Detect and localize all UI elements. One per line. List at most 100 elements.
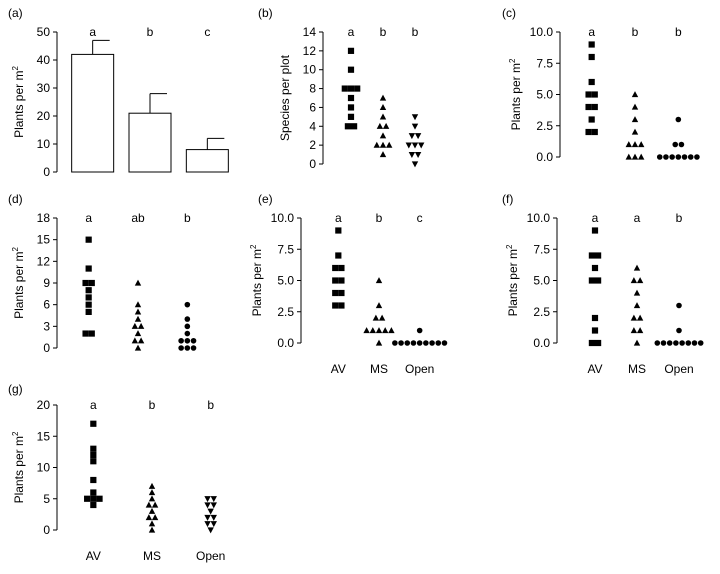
data-point [85, 236, 92, 243]
data-point [441, 340, 448, 346]
data-point [585, 128, 592, 136]
data-point [335, 252, 342, 259]
y-tick-label: 6 [309, 100, 316, 114]
x-category-label: Open [405, 362, 434, 376]
data-point [638, 141, 645, 148]
data-point [204, 496, 211, 503]
y-axis-label: Plants per m2 [11, 247, 26, 319]
significance-letter: b [380, 25, 387, 39]
y-tick-label: 10.0 [530, 25, 554, 39]
data-point [588, 277, 595, 284]
data-point [588, 41, 595, 48]
data-point [382, 122, 390, 129]
data-point [379, 141, 387, 148]
data-point [631, 103, 639, 110]
panel-label: (a) [8, 6, 23, 20]
significance-letter: b [632, 25, 639, 39]
data-point [134, 315, 142, 322]
data-point [411, 123, 419, 130]
bar [128, 112, 172, 173]
data-point [90, 501, 97, 509]
significance-letter: a [634, 211, 641, 225]
data-point [90, 489, 97, 496]
data-point [131, 322, 139, 329]
data-point [631, 91, 639, 98]
data-point [85, 265, 92, 272]
data-point [207, 527, 214, 534]
data-point [137, 322, 145, 329]
significance-letter: b [376, 211, 383, 225]
data-point [347, 47, 355, 54]
significance-letter: b [184, 211, 191, 225]
data-point [351, 123, 358, 130]
data-point [679, 340, 685, 346]
data-point [411, 142, 419, 149]
data-point [354, 85, 361, 92]
panel-e: (e) 0.0 2.5 5.0 7.5 10.0 Plants per m2 a b c AV MS O… [249, 192, 448, 376]
y-tick-label: 15 [37, 233, 51, 247]
data-point [435, 340, 442, 346]
y-axis-label: Plants per m2 [249, 244, 264, 316]
data-point [591, 103, 598, 111]
y-tick-label: 7.5 [533, 242, 550, 256]
y-tick-label: 0 [43, 523, 50, 537]
panel-label: (f) [502, 192, 513, 206]
data-point [184, 323, 191, 330]
data-point [685, 340, 692, 346]
panel-g: (g) 0 5 10 15 20 Plants per m2 a b b AV MS Open [8, 382, 225, 563]
data-point [210, 496, 217, 503]
data-point [656, 154, 663, 160]
data-point [137, 337, 145, 344]
y-tick-label: 5.0 [533, 274, 550, 288]
significance-letter: a [588, 25, 595, 39]
data-point [588, 78, 595, 86]
y-axis-label: Plants per m2 [505, 244, 520, 316]
y-tick-label: 12 [303, 44, 317, 58]
data-point [347, 66, 355, 73]
data-point [90, 451, 97, 459]
data-point [633, 289, 641, 296]
y-axis-label: Plants per m2 [11, 431, 26, 503]
y-tick-label: 0.0 [277, 336, 294, 350]
y-tick-label: 2.5 [533, 305, 550, 319]
x-category-label: MS [143, 549, 161, 563]
panel-label: (b) [258, 6, 273, 20]
data-point [588, 53, 595, 61]
data-point [411, 161, 419, 168]
significance-letter: c [204, 25, 210, 39]
data-point [376, 122, 384, 129]
y-tick-label: 20 [37, 109, 51, 123]
y-tick-label: 5.0 [277, 274, 294, 288]
data-point [204, 514, 211, 521]
significance-letter: b [207, 398, 214, 412]
significance-letter: ab [131, 211, 145, 225]
panel-c: (c) 0.0 2.5 5.0 7.5 10.0 Plants per m2 a b b [502, 6, 700, 164]
data-point [145, 514, 153, 521]
data-point [405, 142, 412, 149]
data-point [338, 277, 345, 284]
y-tick-label: 9 [43, 276, 50, 290]
data-point [148, 489, 156, 496]
data-point [332, 302, 339, 309]
data-point [408, 151, 416, 158]
data-point [332, 264, 339, 272]
y-axis-label: Species per plot [278, 54, 292, 141]
data-point [588, 252, 595, 259]
data-point [673, 340, 679, 346]
data-point [131, 337, 139, 344]
y-tick-label: 6 [43, 298, 50, 312]
data-point [347, 94, 355, 102]
data-point [591, 128, 598, 136]
data-point [210, 514, 217, 521]
data-point [90, 420, 97, 427]
data-point [654, 340, 661, 346]
data-point [134, 330, 142, 337]
data-point [82, 279, 89, 287]
data-point [207, 508, 214, 515]
significance-letter: b [675, 25, 682, 39]
data-point [184, 345, 191, 351]
data-point [633, 302, 641, 309]
data-point [184, 301, 191, 308]
data-point [382, 327, 389, 334]
data-point [375, 277, 383, 284]
